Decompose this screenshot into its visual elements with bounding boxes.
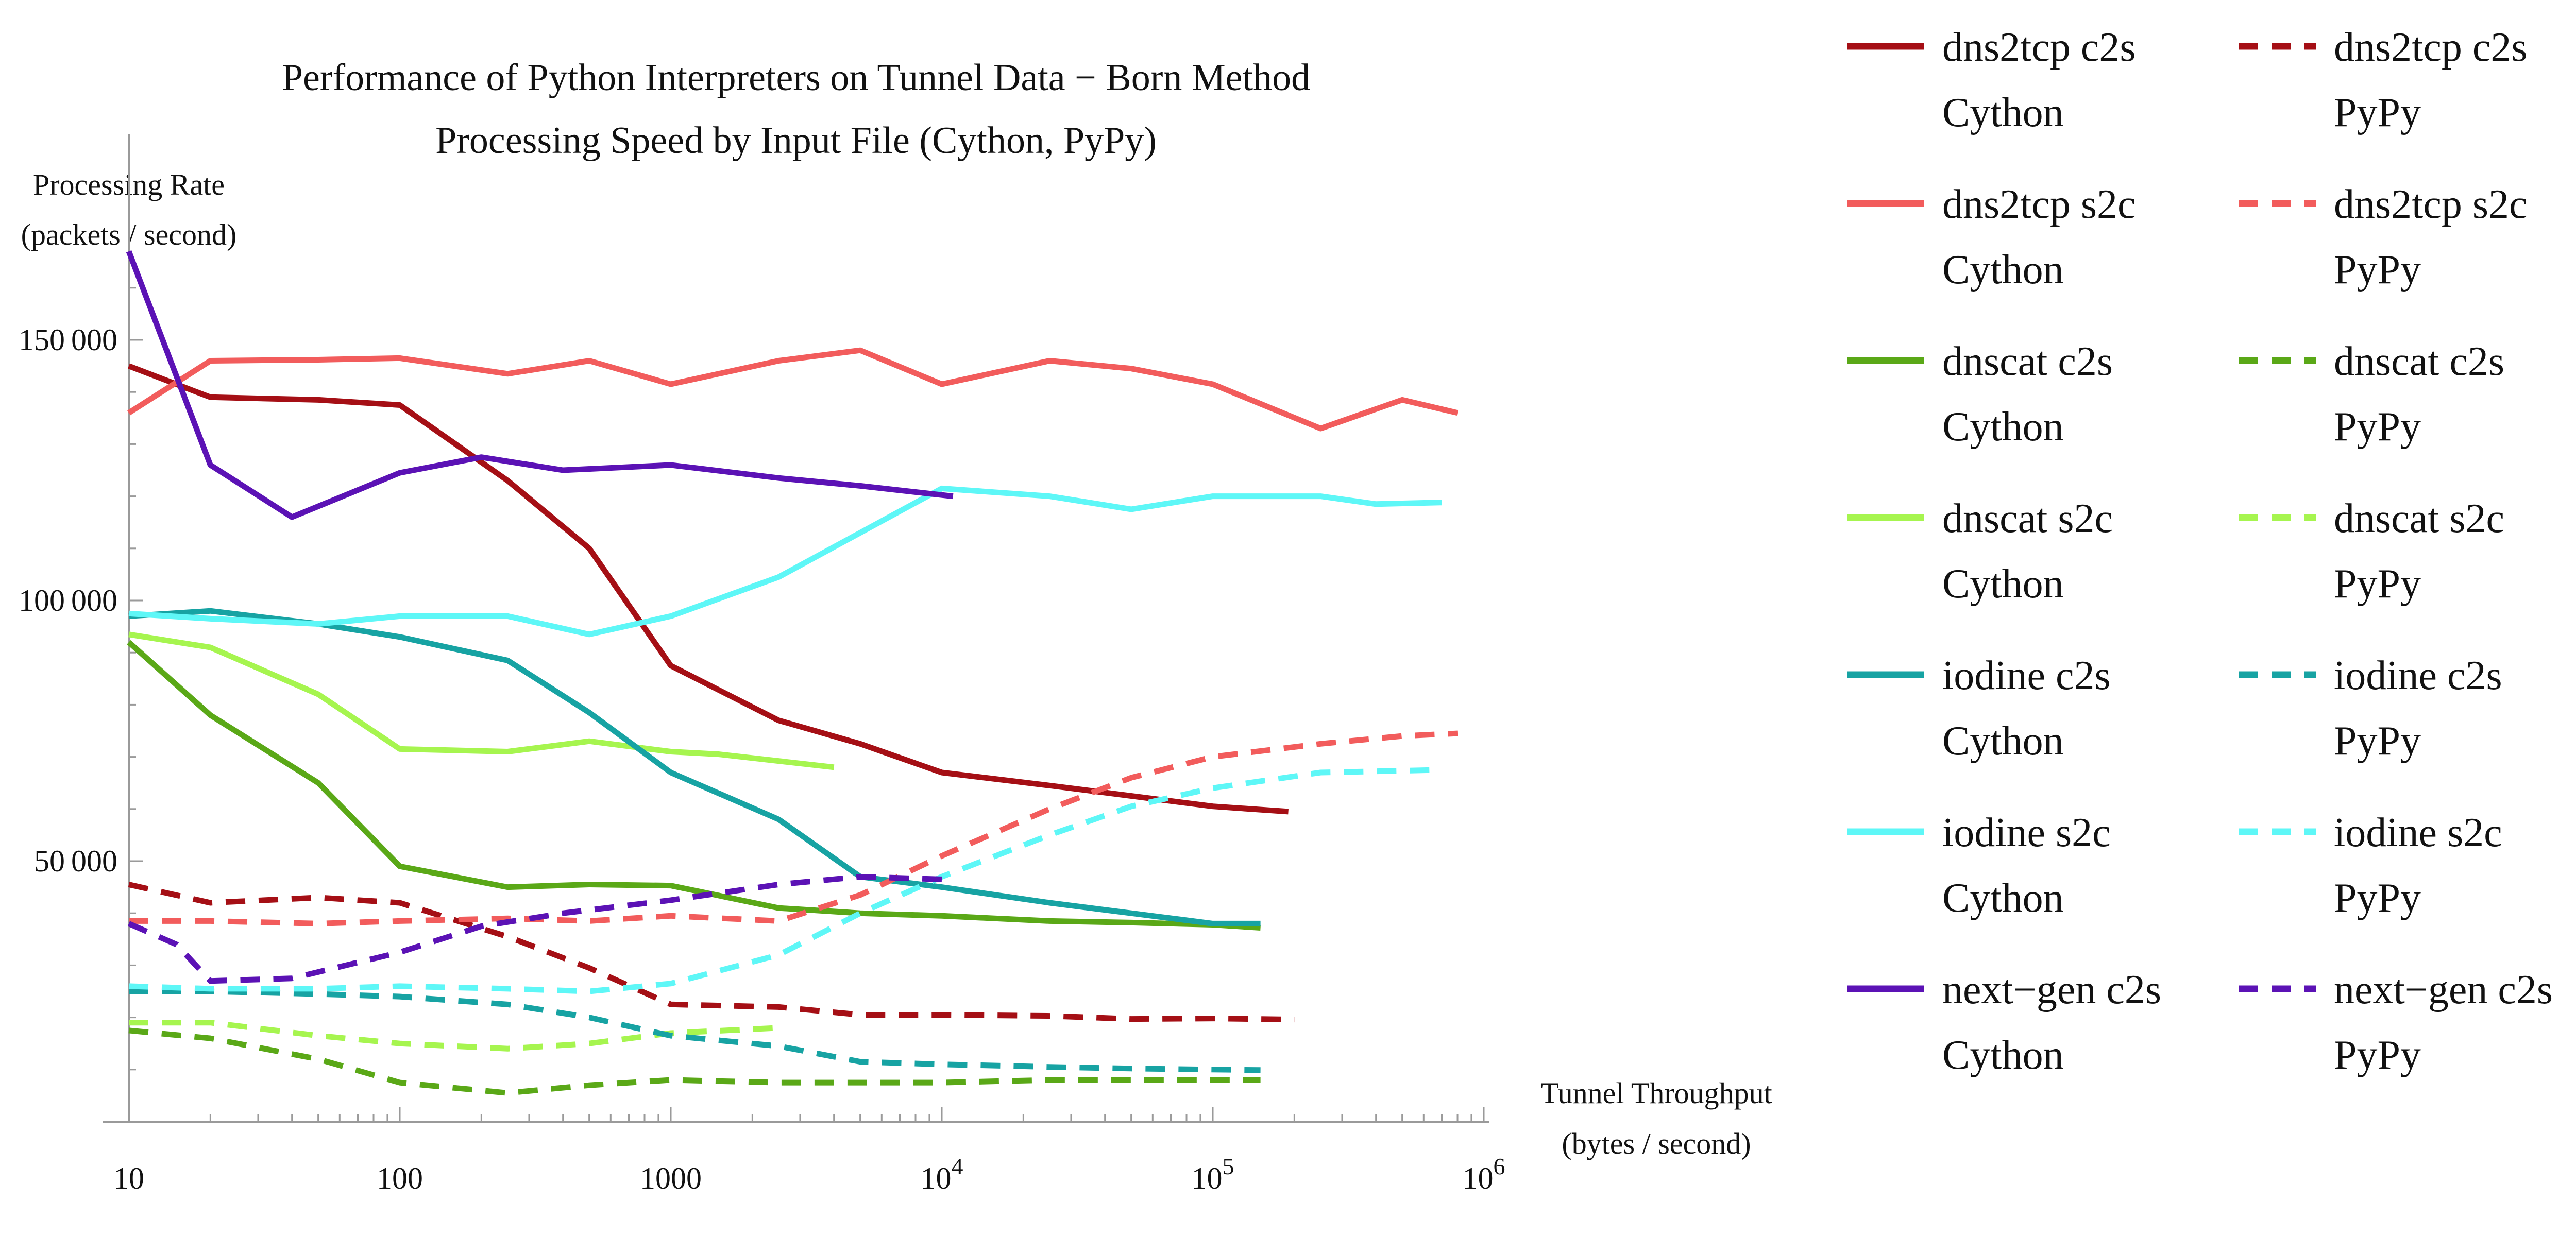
legend-series-name: dns2tcp s2c	[1942, 182, 2136, 227]
legend-interpreter: PyPy	[2334, 561, 2421, 607]
axes	[103, 134, 1489, 1123]
legend-series-name: iodine s2c	[1942, 810, 2111, 855]
legend-series-name: iodine c2s	[2334, 653, 2502, 698]
series-line-pypy-13	[127, 873, 942, 984]
legend-interpreter: PyPy	[2334, 718, 2421, 764]
x-tick-label: 1000	[640, 1161, 702, 1195]
legend-item: iodine c2s Cython	[1847, 653, 2111, 764]
legend-interpreter: Cython	[1942, 247, 2064, 293]
series-line-pypy-10	[129, 1020, 779, 1052]
x-tick-label: 10	[113, 1161, 144, 1195]
legend-series-name: iodine c2s	[1942, 653, 2111, 698]
legend-interpreter: PyPy	[2334, 876, 2421, 921]
legend-interpreter: Cython	[1942, 404, 2064, 450]
x-tick-label: 105	[1192, 1153, 1234, 1195]
x-tick-label: 104	[921, 1153, 963, 1195]
legend-series-name: dnscat s2c	[2334, 496, 2504, 541]
x-ticks: 10 100 1000 104 105 106	[113, 1107, 1505, 1195]
series-line-pypy-9	[128, 1027, 1261, 1096]
series-line-cython-3	[128, 631, 835, 770]
y-tick-label: 50 000	[34, 844, 117, 878]
legend-interpreter: PyPy	[2334, 90, 2421, 135]
series-line-cython-6	[126, 250, 954, 520]
series-layer	[126, 250, 1459, 1096]
legend-series-name: next−gen c2s	[1942, 967, 2161, 1012]
x-tick-label: 100	[377, 1161, 423, 1195]
legend-item: dns2tcp c2s Cython	[1847, 25, 2136, 135]
legend-series-name: dnscat c2s	[1942, 339, 2113, 384]
legend-series-name: dns2tcp c2s	[2334, 25, 2528, 70]
chart-title: Performance of Python Interpreters on Tu…	[282, 57, 1310, 99]
legend-interpreter: Cython	[1942, 718, 2064, 764]
legend-interpreter: PyPy	[2334, 247, 2421, 293]
series-line-cython-5	[128, 485, 1442, 638]
series-line-cython-0	[128, 363, 1289, 815]
legend-series-name: dnscat c2s	[2334, 339, 2504, 384]
series-line-pypy-11	[129, 988, 1261, 1073]
legend-interpreter: PyPy	[2334, 1033, 2421, 1078]
series-line-cython-4	[128, 608, 1261, 926]
legend-item: next−gen c2s PyPy	[2239, 967, 2553, 1078]
series-line-cython-2	[127, 640, 1261, 931]
legend-item: dns2tcp s2c PyPy	[2239, 182, 2528, 293]
legend-interpreter: PyPy	[2334, 404, 2421, 450]
chart-subtitle: Processing Speed by Input File (Cython, …	[435, 119, 1157, 162]
series-line-pypy-8	[129, 730, 1458, 926]
legend-series-name: dns2tcp c2s	[1942, 25, 2136, 70]
legend-item: iodine c2s PyPy	[2239, 653, 2502, 764]
legend-item: dns2tcp c2s PyPy	[2239, 25, 2528, 135]
legend-item: dnscat c2s Cython	[1847, 339, 2113, 450]
legend-item: iodine s2c PyPy	[2239, 810, 2502, 921]
legend-interpreter: Cython	[1942, 1033, 2064, 1078]
legend-interpreter: Cython	[1942, 561, 2064, 607]
legend-interpreter: Cython	[1942, 90, 2064, 135]
legend-series-name: iodine s2c	[2334, 810, 2502, 855]
legend-series-name: dns2tcp s2c	[2334, 182, 2528, 227]
y-tick-label: 100 000	[19, 583, 117, 617]
legend-item: iodine s2c Cython	[1847, 810, 2111, 921]
legend-series-name: next−gen c2s	[2334, 967, 2553, 1012]
y-tick-label: 150 000	[19, 323, 117, 357]
series-line-pypy-12	[128, 767, 1442, 994]
series-line-pypy-7	[128, 882, 1295, 1023]
y-ticks: 50 000 100 000 150 000	[19, 287, 143, 1071]
legend-item: dnscat s2c PyPy	[2239, 496, 2504, 607]
legend-interpreter: Cython	[1942, 876, 2064, 921]
legend-item: dnscat c2s PyPy	[2239, 339, 2504, 450]
legend-series-name: dnscat s2c	[1942, 496, 2113, 541]
legend-item: dns2tcp s2c Cython	[1847, 182, 2136, 293]
legend-item: next−gen c2s Cython	[1847, 967, 2161, 1078]
legend-item: dnscat s2c Cython	[1847, 496, 2113, 607]
x-axis-label-line2: (bytes / second)	[1562, 1127, 1751, 1160]
x-tick-label: 106	[1463, 1153, 1505, 1195]
series-line-cython-1	[127, 347, 1459, 432]
x-axis-label-line1: Tunnel Throughput	[1540, 1076, 1772, 1110]
